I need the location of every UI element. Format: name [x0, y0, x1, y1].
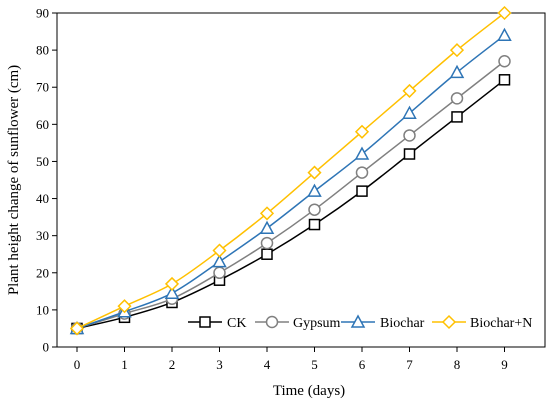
plot-area	[56, 12, 546, 348]
data-point	[308, 203, 321, 216]
legend-label: CK	[227, 316, 246, 331]
data-point	[164, 276, 180, 291]
data-point	[356, 185, 368, 197]
data-point	[260, 236, 274, 250]
y-tick-label: 90	[36, 6, 49, 21]
x-tick-label: 9	[501, 357, 508, 372]
legend-item: Gypsum	[255, 315, 341, 331]
legend-label: Biochar	[380, 316, 425, 331]
data-point	[69, 321, 85, 336]
legend-item: Biochar	[341, 314, 425, 331]
y-axis-title: Plant height change of sunflower (cm)	[6, 65, 22, 295]
legend-marker	[199, 316, 211, 328]
data-point	[449, 43, 465, 58]
x-axis-title: Time (days)	[273, 383, 345, 399]
series-ck	[71, 74, 511, 335]
data-point	[259, 206, 275, 221]
y-tick-label: 10	[36, 302, 49, 317]
data-point	[498, 74, 511, 86]
data-point	[451, 111, 463, 123]
y-tick-label: 80	[36, 43, 49, 58]
data-point	[450, 92, 464, 105]
legend-item: CK	[188, 316, 246, 331]
x-tick-label: 5	[311, 357, 318, 372]
x-tick-label: 2	[169, 357, 176, 372]
data-point	[307, 165, 322, 180]
data-point	[403, 148, 416, 160]
legend-label: Gypsum	[293, 316, 341, 331]
y-tick-label: 70	[36, 80, 49, 95]
data-point	[497, 27, 512, 42]
y-tick-label: 0	[43, 340, 50, 355]
data-point	[354, 124, 370, 139]
x-tick-label: 1	[121, 357, 128, 372]
series-layer	[69, 5, 512, 336]
data-point	[307, 183, 322, 197]
data-point	[402, 83, 417, 98]
data-point	[403, 129, 416, 142]
y-tick-label: 30	[36, 228, 49, 243]
series-biochar	[69, 27, 512, 335]
series-line	[76, 34, 505, 330]
legend-label: Biochar+N	[470, 316, 532, 331]
legend-marker	[265, 315, 279, 329]
data-point	[212, 254, 227, 268]
legend: CK Gypsum Biochar Biochar+N	[188, 314, 532, 331]
data-point	[261, 248, 273, 260]
y-tick-label: 20	[36, 265, 49, 280]
data-point	[213, 266, 226, 280]
data-point	[164, 285, 180, 299]
series-biochar-n	[69, 5, 512, 336]
data-point	[498, 54, 511, 68]
series-line	[76, 12, 505, 330]
x-axis-ticks: 0 1 2 3 4 5 6 7 8 9	[74, 347, 508, 372]
y-axis-ticks: 0 10 20 30 40 50 60 70 80 90	[36, 6, 57, 355]
data-point	[308, 218, 321, 231]
series-line	[76, 60, 505, 330]
y-tick-label: 50	[36, 154, 49, 169]
x-tick-label: 7	[406, 357, 413, 372]
x-tick-label: 8	[454, 357, 461, 372]
data-point	[259, 220, 275, 234]
data-point	[354, 146, 370, 160]
legend-item: Biochar+N	[432, 314, 532, 331]
data-point	[355, 166, 369, 179]
legend-marker	[350, 314, 366, 328]
x-tick-label: 3	[216, 357, 223, 372]
plot-border	[56, 12, 546, 348]
x-tick-label: 4	[264, 357, 271, 372]
data-point	[117, 299, 132, 314]
data-point	[497, 5, 512, 21]
x-tick-label: 6	[359, 357, 366, 372]
series-line	[76, 79, 505, 330]
series-gypsum	[70, 54, 511, 335]
x-tick-label: 0	[74, 357, 81, 372]
legend-marker	[441, 314, 457, 330]
y-tick-label: 60	[36, 117, 49, 132]
data-point	[402, 105, 417, 119]
data-point	[449, 64, 465, 79]
y-tick-label: 40	[36, 191, 49, 206]
data-point	[212, 243, 227, 258]
